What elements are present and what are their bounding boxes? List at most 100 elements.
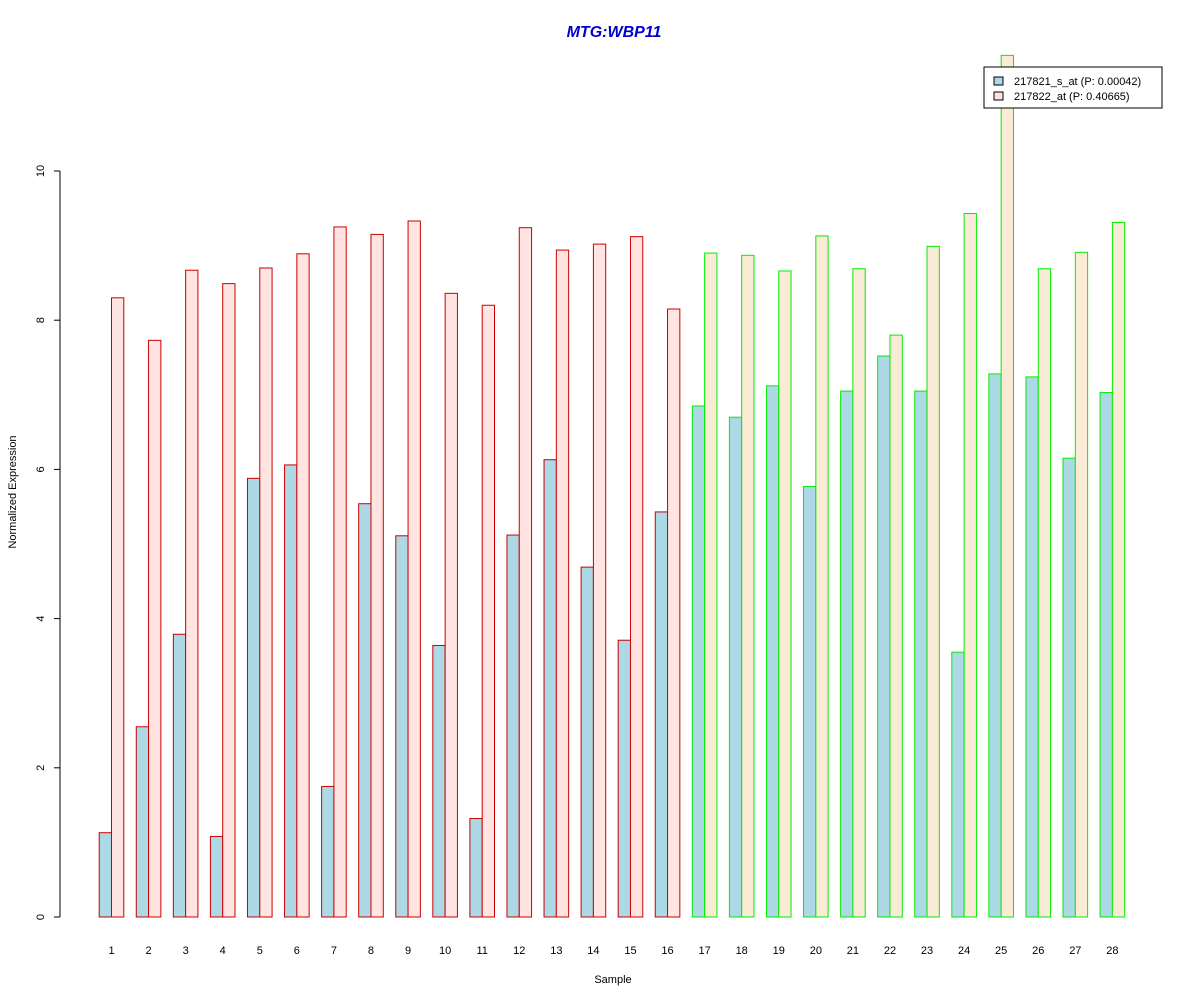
legend-swatch-1 bbox=[993, 76, 1004, 86]
x-tick-label: 28 bbox=[1106, 945, 1118, 957]
bar-217821-sample-27 bbox=[1062, 457, 1076, 918]
bar-217821-sample-18 bbox=[728, 416, 743, 918]
bar-217822-sample-28 bbox=[1111, 221, 1126, 918]
bar-217822-sample-12 bbox=[518, 227, 533, 918]
y-axis-label: Normalized Expression bbox=[7, 435, 19, 548]
bar-217821-sample-11 bbox=[469, 818, 483, 918]
y-tick-label: 6 bbox=[35, 466, 47, 472]
bar-217822-sample-15 bbox=[629, 236, 644, 918]
x-tick-label: 11 bbox=[476, 945, 487, 957]
bar-217822-sample-4 bbox=[222, 283, 236, 918]
bar-217821-sample-23 bbox=[914, 390, 928, 918]
bar-217822-sample-23 bbox=[926, 245, 940, 918]
bar-217822-sample-27 bbox=[1074, 251, 1089, 918]
bar-217822-sample-18 bbox=[741, 254, 755, 918]
bar-217821-sample-7 bbox=[321, 785, 335, 918]
legend-entry-1: 217821_s_at (P: 0.00042) bbox=[1014, 76, 1141, 88]
x-tick-label: 26 bbox=[1032, 945, 1044, 957]
y-tick-label: 4 bbox=[35, 616, 47, 622]
x-tick-label: 25 bbox=[995, 945, 1007, 957]
bar-217822-sample-24 bbox=[963, 213, 977, 918]
x-tick-label: 18 bbox=[736, 945, 748, 957]
y-tick-label: 10 bbox=[35, 165, 47, 177]
bar-217821-sample-22 bbox=[877, 355, 891, 918]
x-tick-label: 19 bbox=[773, 945, 785, 957]
bar-217821-sample-12 bbox=[506, 534, 520, 918]
x-axis-label: Sample bbox=[594, 974, 631, 986]
bar-217821-sample-5 bbox=[246, 477, 261, 918]
x-tick-label: 21 bbox=[847, 945, 859, 957]
bar-217822-sample-2 bbox=[148, 339, 162, 918]
x-tick-label: 23 bbox=[921, 945, 933, 957]
bar-217822-sample-9 bbox=[407, 220, 421, 918]
y-axis: 0 2 4 6 8 10 bbox=[35, 165, 61, 920]
bar-217821-sample-4 bbox=[209, 835, 224, 918]
bar-217822-sample-17 bbox=[704, 252, 718, 918]
x-tick-label: 16 bbox=[661, 945, 673, 957]
x-tick-label: 12 bbox=[513, 945, 525, 957]
bar-217822-sample-21 bbox=[852, 268, 866, 918]
y-tick-label: 0 bbox=[35, 914, 47, 920]
x-tick-label: 9 bbox=[405, 945, 411, 957]
bar-217821-sample-19 bbox=[765, 385, 780, 918]
bar-217821-sample-14 bbox=[580, 566, 594, 918]
x-tick-label: 24 bbox=[958, 945, 970, 957]
y-tick-label: 2 bbox=[35, 765, 47, 771]
bar-217821-sample-10 bbox=[432, 644, 446, 918]
x-tick-label: 10 bbox=[439, 945, 451, 957]
legend: 217821_s_at (P: 0.00042) 217822_at (P: 0.… bbox=[983, 66, 1163, 109]
bar-217821-sample-13 bbox=[543, 459, 557, 918]
x-tick-label: 27 bbox=[1069, 945, 1081, 957]
bar-217821-sample-17 bbox=[691, 405, 706, 918]
bar-217822-sample-16 bbox=[667, 308, 681, 918]
bar-217821-sample-8 bbox=[358, 503, 372, 918]
bar-217821-sample-1 bbox=[98, 832, 112, 918]
bar-217822-sample-5 bbox=[259, 267, 273, 918]
bar-217822-sample-10 bbox=[444, 292, 458, 918]
bar-217821-sample-24 bbox=[951, 651, 965, 918]
bar-217822-sample-11 bbox=[481, 304, 496, 918]
bar-217821-sample-21 bbox=[840, 390, 854, 918]
legend-swatch-2 bbox=[993, 91, 1004, 101]
x-tick-label: 17 bbox=[698, 945, 710, 957]
x-tick-label: 4 bbox=[220, 945, 226, 957]
legend-entry-2: 217822_at (P: 0.40665) bbox=[1014, 91, 1130, 103]
bar-217822-sample-8 bbox=[370, 233, 384, 918]
bar-217821-sample-2 bbox=[135, 726, 150, 918]
bar-217822-sample-3 bbox=[185, 269, 199, 918]
bar-217822-sample-13 bbox=[555, 249, 570, 918]
bar-217822-sample-6 bbox=[296, 253, 310, 918]
x-tick-label: 22 bbox=[884, 945, 896, 957]
x-tick-label: 20 bbox=[810, 945, 822, 957]
bar-217821-sample-9 bbox=[395, 535, 409, 918]
bar-217822-sample-25 bbox=[1000, 54, 1014, 918]
bar-217821-sample-25 bbox=[988, 373, 1002, 918]
bars bbox=[98, 54, 1126, 918]
x-tick-label: 2 bbox=[146, 945, 152, 957]
x-tick-labels: 1 2 3 4 5 6 7 8 9 10 11 12 13 14 15 16 17 18 19 20 21 22 23 24 2… bbox=[108, 945, 1118, 957]
bar-217821-sample-6 bbox=[284, 464, 298, 918]
bar-217822-sample-22 bbox=[889, 334, 903, 918]
x-tick-label: 3 bbox=[183, 945, 189, 957]
bar-217822-sample-1 bbox=[111, 297, 125, 918]
x-tick-label: 7 bbox=[331, 945, 337, 957]
y-tick-label: 8 bbox=[35, 317, 47, 323]
bar-217821-sample-28 bbox=[1099, 392, 1113, 918]
bar-217821-sample-26 bbox=[1025, 376, 1039, 918]
x-tick-label: 13 bbox=[550, 945, 562, 957]
bar-217821-sample-3 bbox=[172, 633, 187, 918]
x-tick-label: 8 bbox=[368, 945, 374, 957]
x-tick-label: 14 bbox=[587, 945, 599, 957]
bar-217822-sample-20 bbox=[815, 235, 829, 918]
bar-217822-sample-14 bbox=[592, 243, 607, 918]
bar-217821-sample-20 bbox=[803, 486, 817, 918]
x-tick-label: 5 bbox=[257, 945, 263, 957]
x-tick-label: 1 bbox=[108, 945, 114, 957]
x-tick-label: 15 bbox=[624, 945, 636, 957]
bar-217821-sample-15 bbox=[617, 639, 631, 918]
legend-box bbox=[983, 66, 1163, 109]
x-tick-label: 6 bbox=[294, 945, 300, 957]
chart-title: MTG:WBP11 bbox=[567, 24, 662, 41]
bar-217821-sample-16 bbox=[654, 511, 669, 918]
